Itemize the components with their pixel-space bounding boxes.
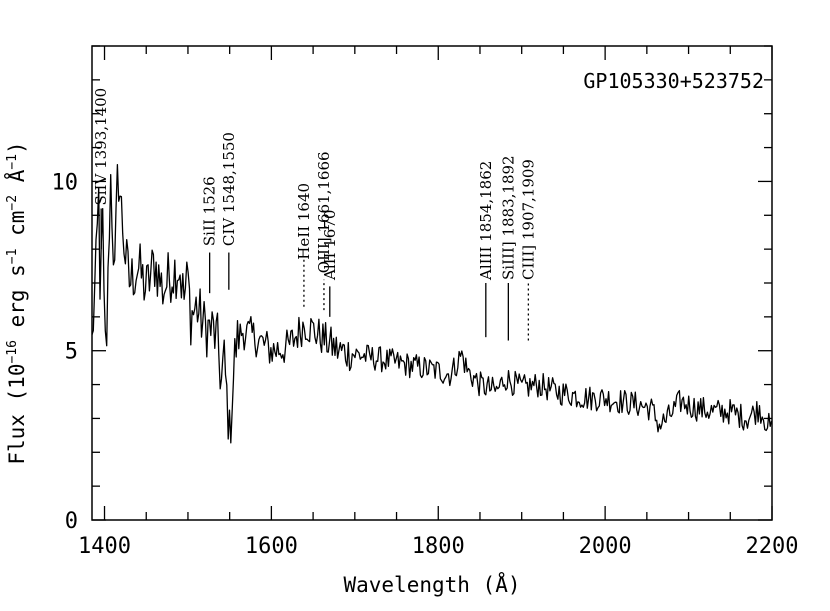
line-id-label: CIV 1548,1550 xyxy=(220,132,238,246)
line-id-label: HeII 1640 xyxy=(295,183,313,260)
x-tick-label: 1400 xyxy=(78,534,131,559)
x-tick-label: 1600 xyxy=(245,534,298,559)
y-axis-title-exponent: −1 xyxy=(5,249,20,265)
axis-ticks: 1400 1600 1800 2000 2200 0 5 10 xyxy=(52,45,799,559)
y-axis-title-exponent: −2 xyxy=(5,195,20,211)
x-axis-title: Wavelength (Å) xyxy=(343,571,520,597)
spectrum-line xyxy=(91,164,773,444)
line-id-label: OIII] 1661,1666 xyxy=(315,151,333,273)
y-axis-title-part: ) xyxy=(5,141,29,154)
plot-frame xyxy=(91,45,773,521)
line-id-label: SiIV 1393,1400 xyxy=(92,88,110,206)
y-axis-title-exponent: −16 xyxy=(5,340,20,363)
x-tick-label: 2000 xyxy=(579,534,632,559)
y-axis-title-part: Flux (10 xyxy=(5,364,29,465)
line-id-label: CIII] 1907,1909 xyxy=(519,159,537,280)
line-id-label: SiIII] 1883,1892 xyxy=(499,155,517,280)
line-id-label: AlII 1670 xyxy=(321,210,339,281)
y-axis-title-exponent: −1 xyxy=(5,154,20,170)
y-tick-label: 0 xyxy=(65,509,78,534)
object-name: GP105330+523752 xyxy=(583,69,764,93)
y-axis-title-part: erg s xyxy=(5,264,29,340)
y-axis-title: Flux (10−16 erg s−1 cm−2 Å−1) xyxy=(3,141,29,464)
y-tick-label: 5 xyxy=(65,340,78,365)
y-tick-label: 10 xyxy=(52,170,79,195)
x-tick-label: 1800 xyxy=(412,534,465,559)
line-id-layer: SiIV 1393,1400 SiII 1526 CIV 1548,1550 HeII… xyxy=(92,88,537,341)
line-id-label: SiII 1526 xyxy=(201,176,219,246)
x-tick-label: 2200 xyxy=(746,534,799,559)
line-id-label: AlIII 1854,1862 xyxy=(477,161,495,281)
y-axis-title-part: cm xyxy=(5,211,29,249)
y-axis-title-part: Å xyxy=(3,169,29,195)
